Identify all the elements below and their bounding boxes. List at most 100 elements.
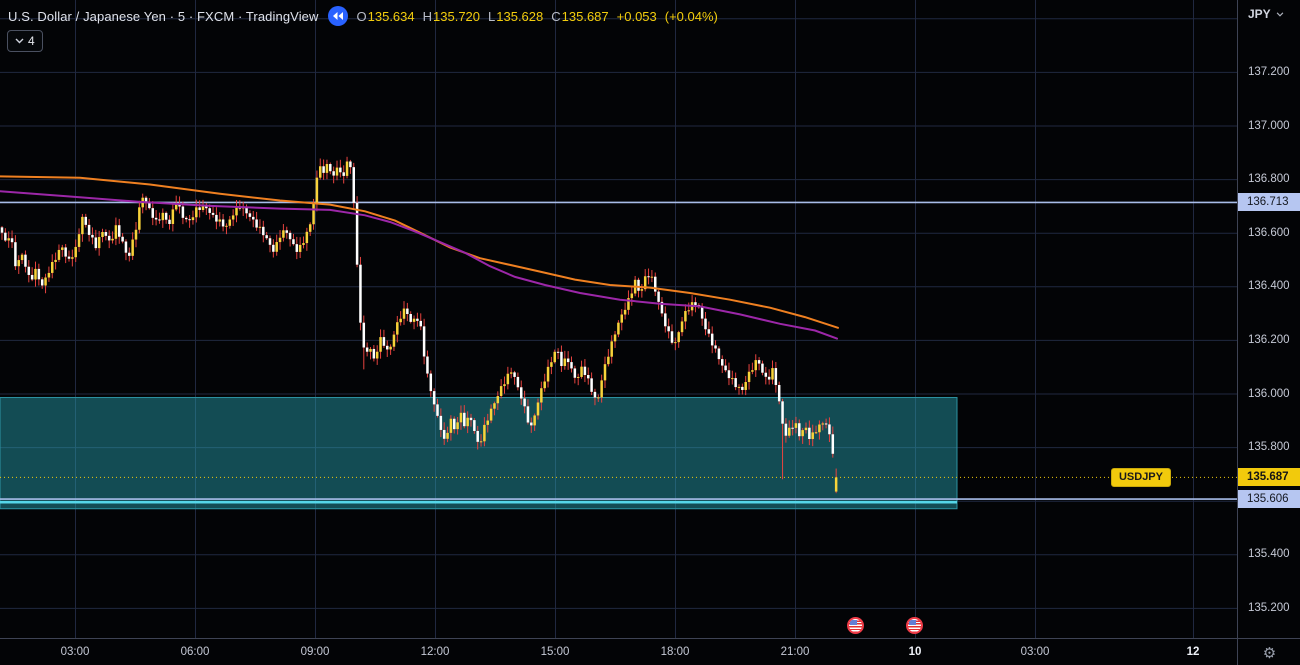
price-tick-label: 136.400 xyxy=(1248,280,1290,293)
price-level-label: 136.713 xyxy=(1238,193,1300,212)
candle-body xyxy=(593,391,597,398)
candle-body xyxy=(412,318,416,322)
candle-body xyxy=(724,365,727,371)
candle-body xyxy=(496,396,500,404)
candle-body xyxy=(442,429,446,439)
economic-event-flag-us[interactable] xyxy=(847,617,864,634)
candle-body xyxy=(674,342,677,344)
candle-body xyxy=(71,257,74,259)
candle-body xyxy=(355,202,359,265)
candle-body xyxy=(597,397,600,399)
candle-body xyxy=(540,388,543,403)
candle-body xyxy=(325,164,329,173)
candle-body xyxy=(352,167,355,203)
candle-body xyxy=(258,226,262,228)
candle-body xyxy=(804,427,808,431)
candle-body xyxy=(111,238,114,241)
candle-body xyxy=(721,359,724,366)
candle-body xyxy=(814,432,818,434)
candle-body xyxy=(252,216,255,220)
candle-body xyxy=(570,362,573,369)
price-tick-label: 135.200 xyxy=(1248,601,1290,614)
candle-body xyxy=(630,293,634,299)
candle-body xyxy=(91,234,94,238)
candle-body xyxy=(275,242,278,252)
symbol-title[interactable]: U.S. Dollar / Japanese Yen · 5 · FXCM · … xyxy=(8,8,319,24)
candle-body xyxy=(121,236,124,242)
candle-body xyxy=(228,219,232,226)
candle-body xyxy=(40,279,44,286)
candle-body xyxy=(97,237,101,249)
candle-body xyxy=(808,427,811,440)
price-tick-label: 136.800 xyxy=(1248,173,1290,186)
candle-body xyxy=(329,164,332,172)
candle-body xyxy=(208,208,211,213)
currency-selector[interactable]: JPY xyxy=(1248,7,1284,21)
candle-body xyxy=(727,370,731,379)
chart-canvas[interactable] xyxy=(0,0,1237,638)
candle-body xyxy=(409,314,412,322)
time-axis[interactable]: 03:00 06:00 09:00 12:00 15:00 18:00 21:00 10 03:… xyxy=(0,638,1237,665)
candle-body xyxy=(181,206,185,218)
candle-body xyxy=(339,167,342,173)
candle-body xyxy=(707,329,711,334)
candle-body xyxy=(466,417,469,427)
candle-body xyxy=(741,386,744,390)
price-axis[interactable]: JPY 137.200 137.000 136.800 136.600 136.400 1… xyxy=(1237,0,1300,638)
candle-body xyxy=(54,259,57,262)
candle-body xyxy=(282,230,285,238)
candle-body xyxy=(710,333,714,346)
candle-body xyxy=(265,235,268,239)
candle-body xyxy=(623,309,627,315)
candle-body xyxy=(118,225,121,237)
time-tick-label: 03:00 xyxy=(1020,646,1050,658)
candle-body xyxy=(359,264,362,323)
candle-body xyxy=(292,239,295,245)
gear-icon: ⚙ xyxy=(1262,644,1277,662)
candle-body xyxy=(781,401,784,424)
close-label: C xyxy=(551,8,561,24)
candle-body xyxy=(550,362,553,367)
candle-body xyxy=(764,372,768,377)
time-tick-label: 12:00 xyxy=(420,646,450,658)
candle-body xyxy=(453,418,456,430)
candle-body xyxy=(801,430,804,437)
candle-body xyxy=(520,387,523,399)
change-value: +0.053 xyxy=(616,8,657,24)
economic-event-flag-us[interactable] xyxy=(906,617,923,634)
price-chart-pane[interactable]: U.S. Dollar / Japanese Yen · 5 · FXCM · … xyxy=(0,0,1237,638)
high-label: H xyxy=(422,8,433,24)
axis-settings-corner[interactable]: ⚙ xyxy=(1237,638,1300,665)
candle-body xyxy=(27,266,31,275)
chevron-down-icon xyxy=(1276,11,1284,17)
candle-body xyxy=(627,298,630,310)
candle-body xyxy=(315,177,319,204)
candle-body xyxy=(459,412,463,423)
candle-body xyxy=(530,422,533,426)
candle-body xyxy=(747,371,751,383)
candle-body xyxy=(272,244,275,252)
candle-body xyxy=(262,226,265,236)
candle-body xyxy=(375,351,379,359)
candle-body xyxy=(543,381,546,389)
indicators-collapsed-button[interactable]: 4 xyxy=(7,30,43,52)
candle-body xyxy=(613,334,617,342)
jump-back-button[interactable] xyxy=(327,6,348,26)
time-tick-label: 06:00 xyxy=(180,646,210,658)
candle-body xyxy=(694,302,697,305)
candle-body xyxy=(57,249,61,260)
candle-body xyxy=(643,276,647,290)
candle-body xyxy=(312,203,315,225)
candle-body xyxy=(731,378,734,380)
candle-body xyxy=(818,424,821,433)
candle-body xyxy=(677,332,680,343)
fast-rewind-icon xyxy=(332,12,343,20)
candle-body xyxy=(30,274,34,280)
candle-body xyxy=(563,358,567,367)
level-lines xyxy=(0,201,1237,500)
candle-body xyxy=(754,360,757,371)
candle-body xyxy=(131,239,134,256)
candle-body xyxy=(308,224,312,232)
candle-body xyxy=(245,207,248,214)
